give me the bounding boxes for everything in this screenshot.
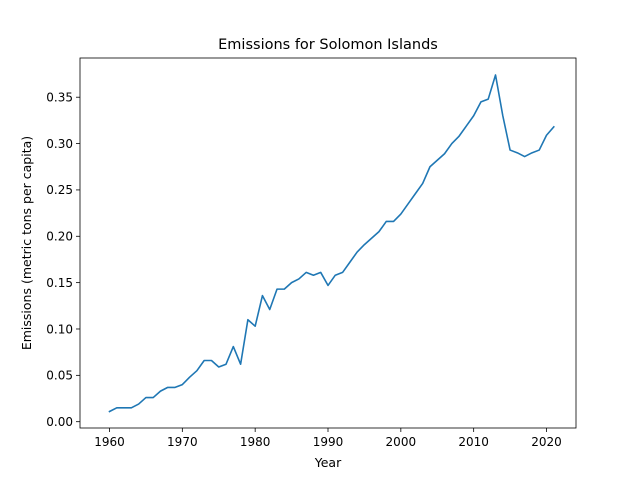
x-tick-label: 1980	[240, 435, 271, 449]
x-tick-label: 2010	[458, 435, 489, 449]
series-line	[108, 74, 555, 413]
y-tick-label: 0.15	[46, 276, 73, 290]
y-tick-label: 0.30	[46, 137, 73, 151]
x-tick-label: 2020	[531, 435, 562, 449]
y-tick-label: 0.20	[46, 230, 73, 244]
x-axis-label: Year	[314, 455, 342, 470]
x-tick-label: 1960	[94, 435, 125, 449]
y-axis: 0.00 0.05 0.10 0.15 0.20 0.25 0.30 0.35	[46, 91, 80, 429]
chart-title: Emissions for Solomon Islands	[218, 37, 438, 53]
y-tick-label: 0.10	[46, 322, 73, 336]
y-tick-label: 0.00	[46, 415, 73, 429]
y-tick-label: 0.05	[46, 369, 73, 383]
y-tick-label: 0.35	[46, 91, 73, 105]
x-tick-label: 1990	[313, 435, 344, 449]
x-tick-label: 2000	[386, 435, 417, 449]
y-tick-label: 0.25	[46, 183, 73, 197]
plot-area	[79, 57, 577, 429]
y-axis-label: Emissions (metric tons per capita)	[19, 136, 34, 350]
series-layer	[108, 74, 555, 413]
x-tick-label: 1970	[167, 435, 198, 449]
x-axis: 1960 1970 1980 1990 2000 2010 2020	[94, 428, 562, 449]
